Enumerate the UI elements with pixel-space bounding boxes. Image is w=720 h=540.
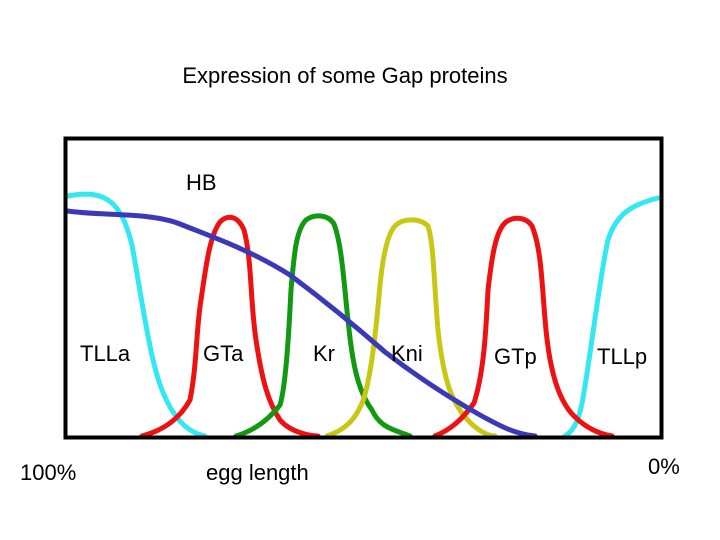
label-tllp: TLLp <box>597 344 647 369</box>
curve-tllp <box>562 195 661 439</box>
curve-gtp <box>432 215 615 439</box>
axis-label-center: egg length <box>206 460 309 485</box>
label-tlla: TLLa <box>80 341 131 366</box>
label-hb: HB <box>186 170 217 195</box>
axis-label-left: 100% <box>20 460 76 485</box>
curve-hb <box>65 208 538 439</box>
curve-kni <box>324 217 498 439</box>
diagram-title: Expression of some Gap proteins <box>182 63 507 88</box>
label-kni: Kni <box>391 341 423 366</box>
label-gtp: GTp <box>494 344 537 369</box>
curve-gta <box>139 214 321 439</box>
label-kr: Kr <box>313 341 335 366</box>
plot-frame <box>63 136 664 440</box>
axis-label-right: 0% <box>648 454 680 479</box>
label-gta: GTa <box>203 341 244 366</box>
curve-tlla <box>65 191 208 439</box>
